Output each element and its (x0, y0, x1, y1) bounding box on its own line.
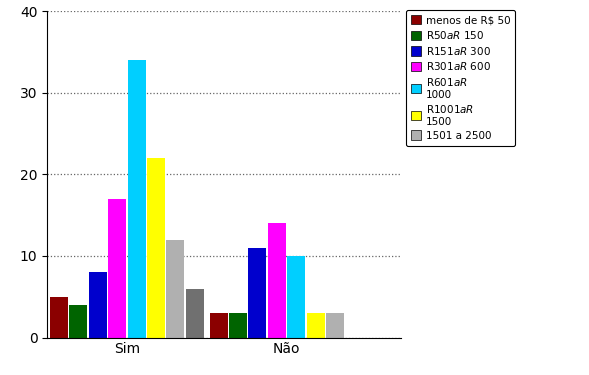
Bar (287, 256, 305, 338)
Bar (50, 297, 68, 338)
Legend: menos de R$ 50, R$ 50 a R$ 150, R$ 151 a R$ 300, R$ 301 a R$ 600, R$ 601 a R$
10: menos de R$ 50, R$ 50 a R$ 150, R$ 151 a… (406, 10, 515, 146)
Bar (249, 248, 266, 338)
Bar (307, 313, 325, 338)
Bar (326, 313, 344, 338)
Bar (70, 305, 88, 338)
Bar (147, 158, 165, 338)
Bar (229, 313, 247, 338)
Bar (89, 272, 107, 338)
Bar (128, 60, 145, 338)
Bar (108, 199, 126, 338)
Bar (210, 313, 228, 338)
Bar (268, 224, 286, 338)
Bar (166, 240, 184, 338)
Bar (186, 289, 204, 338)
